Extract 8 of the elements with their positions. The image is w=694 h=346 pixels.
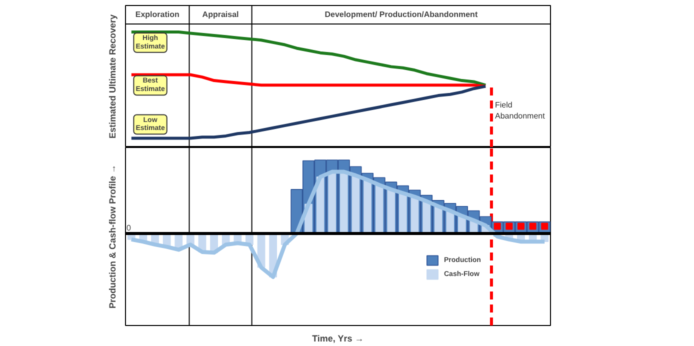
text: Development/ Production/Abandonment bbox=[324, 10, 478, 20]
text: Exploration bbox=[135, 10, 180, 20]
annotation: 0 bbox=[126, 224, 132, 233]
y-axis-title: Estimated Ultimate Recovery bbox=[108, 14, 118, 139]
text: Appraisal bbox=[202, 10, 239, 20]
y-axis-title: Production & Cash-flow Profile → bbox=[108, 164, 118, 308]
annotation: Field Abandonment bbox=[495, 100, 546, 120]
x-axis-title: Time, Yrs → bbox=[312, 334, 364, 344]
